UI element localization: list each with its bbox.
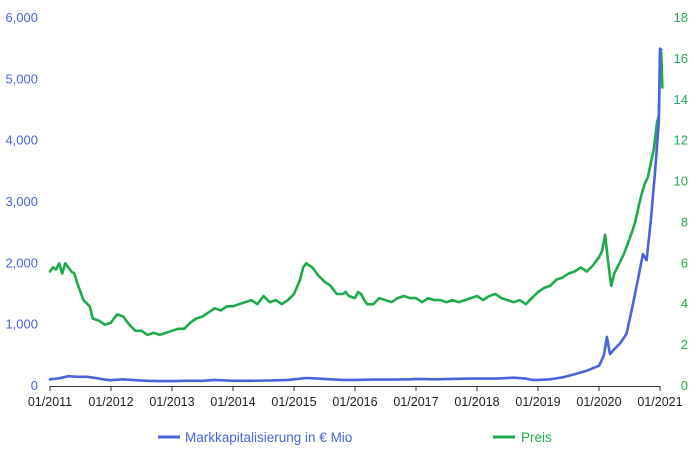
left-axis-tick-label: 3,000 — [5, 194, 38, 209]
legend: Markkapitalisierung in € Mio Preis — [158, 430, 552, 445]
x-axis-tick-label: 01/2021 — [637, 395, 682, 409]
right-axis-tick-label: 0 — [681, 378, 688, 393]
right-axis-tick-label: 2 — [681, 337, 688, 352]
left-axis-tick-label: 5,000 — [5, 71, 38, 86]
left-axis-tick-label: 4,000 — [5, 133, 38, 148]
x-axis-tick-label: 01/2019 — [515, 395, 560, 409]
right-axis-tick-label: 6 — [681, 255, 688, 270]
x-axis-tick-label: 01/2012 — [88, 395, 133, 409]
left-axis-tick-label: 1,000 — [5, 317, 38, 332]
x-axis-tick-label: 01/2011 — [28, 395, 72, 409]
right-axis-tick-label: 4 — [681, 296, 688, 311]
x-axis-tick-label: 01/2014 — [210, 395, 255, 409]
right-axis-tick-label: 8 — [681, 214, 688, 229]
legend-label-price: Preis — [521, 430, 552, 445]
left-axis-ticks: 0 1,000 2,000 3,000 4,000 5,000 6,000 — [5, 10, 38, 393]
x-axis-ticks: 01/2011 01/2012 01/2013 01/2014 01/2015 01/20… — [28, 386, 683, 409]
price-series-line — [48, 51, 664, 337]
legend-label-market-cap: Markkapitalisierung in € Mio — [185, 430, 352, 445]
left-axis-tick-label: 2,000 — [5, 255, 38, 270]
right-axis-tick-label: 12 — [674, 133, 688, 148]
market-cap-series-line — [48, 47, 663, 383]
right-axis-tick-label: 14 — [674, 92, 688, 107]
x-axis-tick-label: 01/2020 — [576, 395, 621, 409]
x-axis-tick-label: 01/2013 — [149, 395, 194, 409]
right-axis-tick-label: 18 — [674, 10, 688, 25]
right-axis-tick-label: 16 — [674, 51, 688, 66]
x-axis-tick-label: 01/2015 — [271, 395, 316, 409]
x-axis-tick-label: 01/2016 — [332, 395, 377, 409]
left-axis-tick-label: 6,000 — [5, 10, 38, 25]
right-axis-ticks: 0 2 4 6 8 10 12 14 16 18 — [674, 10, 688, 393]
series-layer — [48, 47, 664, 383]
x-axis-tick-label: 01/2018 — [454, 395, 499, 409]
left-axis-tick-label: 0 — [31, 378, 38, 393]
right-axis-tick-label: 10 — [674, 174, 688, 189]
x-axis-tick-label: 01/2017 — [393, 395, 438, 409]
